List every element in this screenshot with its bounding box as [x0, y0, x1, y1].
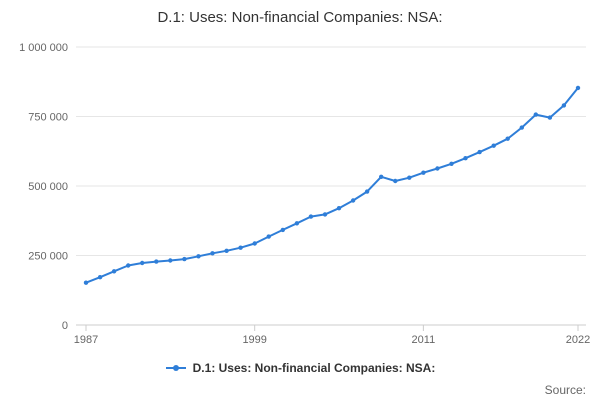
source-text: Source: [544, 383, 586, 397]
svg-text:0: 0 [62, 320, 68, 332]
svg-text:250 000: 250 000 [28, 251, 68, 263]
legend-label: D.1: Uses: Non-financial Companies: NSA: [192, 361, 436, 375]
legend-line-marker-icon [165, 365, 186, 371]
line-chart-plot: 0 250 000 500 000 750 000 1 000 000 1987 1999 2… [19, 42, 590, 346]
svg-text:750 000: 750 000 [28, 112, 68, 124]
svg-text:1 000 000: 1 000 000 [19, 42, 68, 54]
svg-text:500 000: 500 000 [28, 181, 68, 193]
chart-title: D.1: Uses: Non-financial Companies: NSA: [157, 9, 443, 26]
svg-text:1999: 1999 [242, 334, 266, 346]
svg-text:1987: 1987 [74, 334, 98, 346]
legend-item[interactable]: D.1: Uses: Non-financial Companies: NSA: [0, 361, 600, 375]
svg-text:2022: 2022 [566, 334, 590, 346]
svg-text:2011: 2011 [412, 334, 436, 346]
